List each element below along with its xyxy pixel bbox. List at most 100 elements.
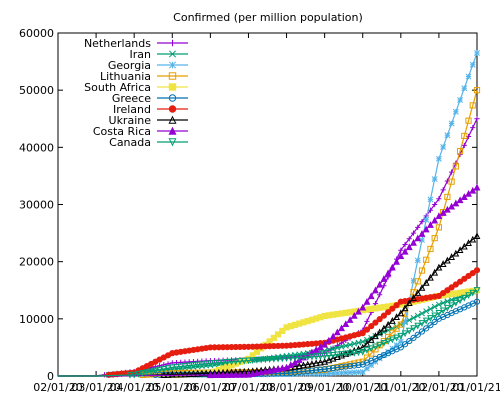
data-point <box>346 362 354 370</box>
data-point <box>452 108 459 115</box>
data-point <box>423 216 430 223</box>
data-point <box>168 61 177 69</box>
data-point <box>232 370 240 378</box>
data-point <box>418 328 426 335</box>
data-point <box>261 356 269 364</box>
data-point <box>304 360 312 368</box>
data-point <box>385 348 392 355</box>
data-point <box>325 352 333 360</box>
data-point <box>435 224 443 231</box>
data-point <box>376 341 384 349</box>
data-point <box>397 309 405 317</box>
data-point <box>338 364 345 371</box>
data-point <box>168 126 177 135</box>
data-point <box>333 328 341 336</box>
data-point <box>427 273 434 281</box>
data-point <box>473 267 481 274</box>
data-point <box>168 105 177 113</box>
data-point <box>465 292 472 300</box>
data-point <box>435 310 443 317</box>
data-point <box>283 355 290 362</box>
data-point <box>329 352 337 359</box>
data-point <box>304 367 311 375</box>
series-canada <box>58 287 481 379</box>
data-point <box>444 132 451 139</box>
data-point <box>384 338 392 346</box>
data-point <box>334 344 341 351</box>
data-point <box>405 243 413 251</box>
data-point <box>363 326 371 333</box>
x-tick-label: 09/01/20 <box>300 381 349 394</box>
data-point <box>440 144 447 150</box>
data-point <box>473 298 481 305</box>
data-point <box>168 370 176 378</box>
data-point <box>460 294 468 302</box>
legend-label: Georgia <box>108 59 151 72</box>
y-axis: 0 10000 20000 30000 40000 50000 60000 <box>19 27 477 383</box>
data-point <box>461 275 468 282</box>
data-point <box>406 236 412 242</box>
data-point <box>367 336 375 343</box>
data-point <box>385 309 392 316</box>
x-tick-label: 03/01/20 <box>71 381 120 394</box>
data-point <box>350 311 358 319</box>
data-point <box>126 371 134 379</box>
series-line <box>58 235 478 377</box>
data-point <box>270 366 278 373</box>
y-tick-label: 30000 <box>19 199 54 212</box>
data-point <box>435 155 442 162</box>
data-point <box>312 353 320 361</box>
data-point <box>185 370 193 378</box>
data-point <box>474 116 480 122</box>
legend-label: Greece <box>112 92 151 105</box>
data-point <box>422 225 430 233</box>
data-point <box>313 370 320 377</box>
data-point <box>177 370 185 378</box>
data-point <box>431 176 438 183</box>
data-point <box>321 352 329 360</box>
data-point <box>321 366 328 373</box>
data-point <box>168 94 177 102</box>
data-point <box>452 249 460 257</box>
data-point <box>422 278 430 286</box>
data-point <box>449 169 455 175</box>
data-point <box>355 339 362 346</box>
data-point <box>236 370 244 378</box>
data-point <box>304 353 312 361</box>
data-point <box>330 365 337 372</box>
x-tick-label: 05/01/20 <box>148 381 197 394</box>
data-point <box>401 341 409 348</box>
data-point <box>448 253 456 261</box>
legend-label: Netherlands <box>84 37 151 50</box>
data-point <box>316 358 324 366</box>
data-point <box>249 357 257 365</box>
data-point <box>169 39 176 47</box>
data-point <box>168 115 177 124</box>
data-point <box>439 307 447 315</box>
data-point <box>325 346 332 353</box>
data-point <box>389 305 396 312</box>
data-point <box>410 334 417 341</box>
data-point <box>384 320 392 328</box>
data-point <box>393 257 400 265</box>
data-point <box>211 360 219 367</box>
data-point <box>393 342 400 349</box>
data-point <box>469 102 476 109</box>
data-point <box>435 263 443 271</box>
data-point <box>456 297 464 305</box>
data-point <box>401 330 409 338</box>
data-point <box>368 323 375 330</box>
data-point <box>232 358 240 366</box>
x-tick-label: 08/01/20 <box>262 381 311 394</box>
data-point <box>422 317 430 325</box>
data-point <box>402 318 409 325</box>
data-point <box>278 355 286 363</box>
data-point <box>367 345 375 353</box>
legend-label: Lithuania <box>100 70 151 83</box>
data-point <box>338 324 345 332</box>
x-tick-label: 11/01/20 <box>376 381 425 394</box>
data-point <box>330 370 337 377</box>
data-point <box>397 321 404 328</box>
